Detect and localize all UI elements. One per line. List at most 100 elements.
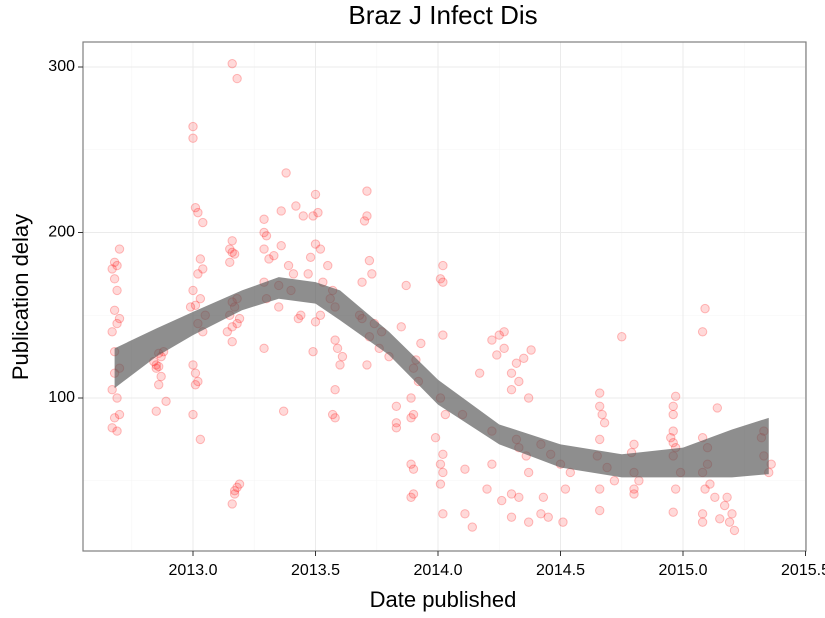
x-tick-label: 2015.5 [781,562,825,579]
point [595,388,605,398]
point [506,489,517,499]
point [609,476,620,486]
point [112,393,122,403]
point [188,285,198,296]
point [198,264,208,274]
point [629,484,639,494]
point [193,207,203,218]
point [438,467,448,478]
y-tick-label: 100 [48,389,75,406]
x-axis-title: Date published [370,587,517,612]
point [151,363,161,373]
point [188,409,198,420]
point [558,517,568,527]
marks [107,58,776,536]
point [697,327,708,337]
point [506,512,517,522]
point [359,216,370,226]
point [670,391,681,402]
point [599,418,610,428]
point [668,409,678,420]
point [710,492,720,502]
point [430,433,441,443]
point [107,264,117,274]
point [438,260,448,271]
point [227,58,237,69]
point [305,252,316,263]
point [416,338,426,349]
point [595,401,605,411]
point [107,385,117,395]
point [234,479,245,489]
point [492,350,502,360]
point [107,423,117,433]
point [310,239,321,249]
point [617,332,627,342]
point [109,305,120,315]
point [460,509,470,519]
point [112,318,122,329]
point [712,403,723,413]
y-tick-label: 200 [48,224,75,241]
point [727,509,737,519]
point [408,464,419,474]
point [560,484,571,494]
point [107,327,117,337]
point [440,409,451,420]
chart-title: Braz J Infect Dis [348,0,537,30]
point [536,509,546,519]
point [595,434,605,445]
point [310,317,321,327]
point [225,244,235,254]
point [198,217,208,228]
point [222,327,233,337]
point [330,335,340,345]
point [629,489,639,499]
point [232,482,242,493]
y-tick-label: 300 [48,58,75,75]
point [227,236,237,246]
point [406,492,416,502]
point [666,433,676,443]
point [227,247,237,258]
point [225,257,235,267]
point [401,280,411,291]
point [506,385,517,395]
x-tick-label: 2015.0 [659,562,708,579]
point [114,409,125,420]
point [700,484,710,494]
point [188,133,198,143]
point [156,371,166,382]
point [634,476,644,486]
point [315,244,326,254]
point [259,343,269,354]
axes: 2013.0 2013.5 2014.0 2014.5 2015.0 2015.5 100 2… [48,58,825,579]
point [595,505,605,516]
point [114,313,125,324]
point [408,489,419,499]
point [327,409,338,420]
point [232,73,242,84]
point [391,423,402,433]
point [597,409,607,420]
point [190,202,201,213]
point [109,257,120,267]
point [259,214,269,224]
point [460,464,470,474]
point [668,437,678,448]
point [499,327,509,337]
point [482,484,492,494]
point [259,244,269,254]
point [229,485,240,496]
point [438,277,448,287]
point [229,489,240,499]
point [195,254,206,264]
point [406,413,416,423]
point [408,409,419,420]
point [362,186,372,196]
point [281,168,291,178]
point [313,207,323,218]
point [264,254,274,264]
